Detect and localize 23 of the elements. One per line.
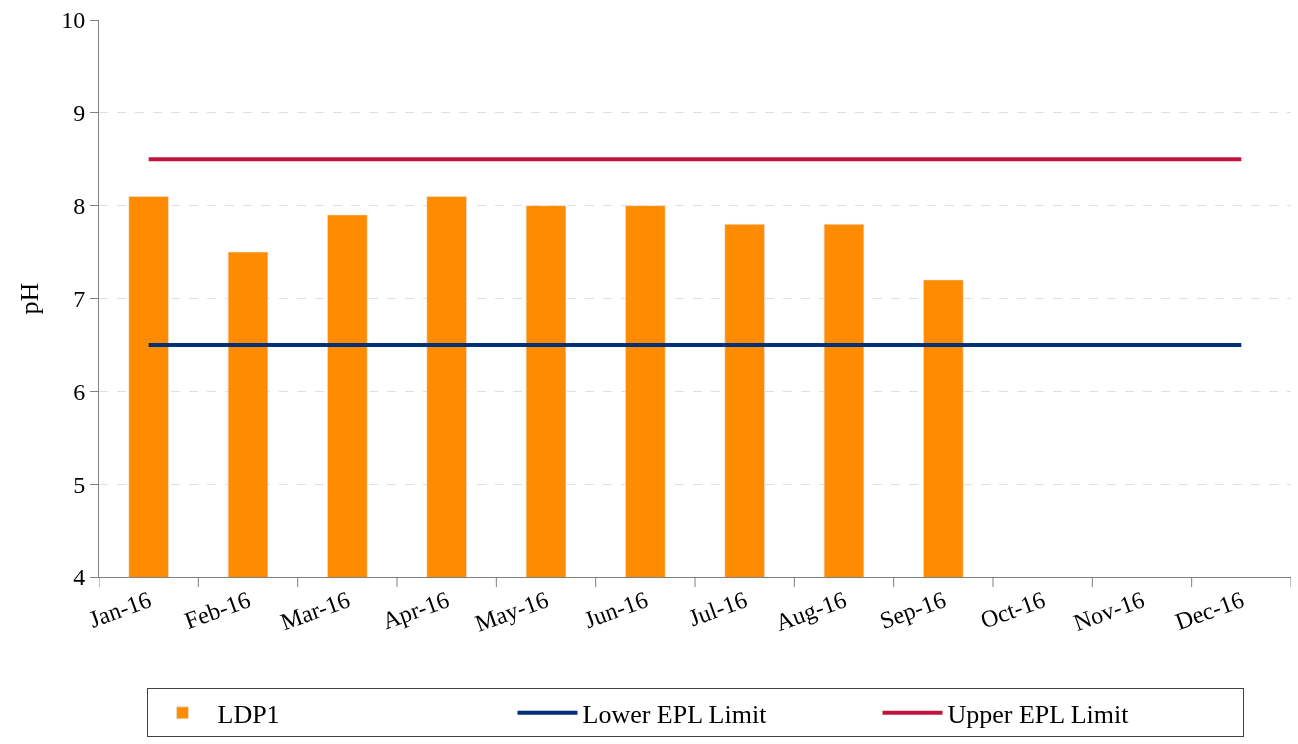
x-tick-label: Nov-16 [1070, 586, 1148, 636]
x-tick-label: Sep-16 [876, 586, 950, 635]
x-tick-label: May-16 [471, 586, 552, 637]
y-tick-label: 4 [73, 564, 86, 591]
y-tick-label: 5 [73, 471, 86, 498]
x-tick-label: Jun-16 [580, 586, 652, 634]
y-axis-title: pH [14, 282, 44, 315]
x-tick-label: Dec-16 [1171, 586, 1248, 635]
y-tick-label: 7 [73, 285, 86, 312]
x-tick-label: Jul-16 [685, 586, 751, 632]
x-tick-label: Jan-16 [85, 586, 155, 633]
legend-label: LDP1 [217, 699, 280, 729]
x-tick-label: Apr-16 [378, 586, 453, 635]
x-tick-label: Aug-16 [772, 586, 850, 636]
y-tick-label: 6 [73, 378, 86, 405]
x-tick-label: Mar-16 [277, 586, 354, 636]
legend-label: Upper EPL Limit [947, 699, 1130, 729]
y-tick-label: 8 [73, 193, 86, 220]
x-tick-label: Oct-16 [976, 586, 1049, 634]
legend-label: Lower EPL Limit [582, 699, 768, 729]
y-tick-label: 10 [61, 7, 86, 34]
y-tick-label: 9 [73, 100, 86, 127]
x-tick-label: Feb-16 [181, 586, 254, 635]
